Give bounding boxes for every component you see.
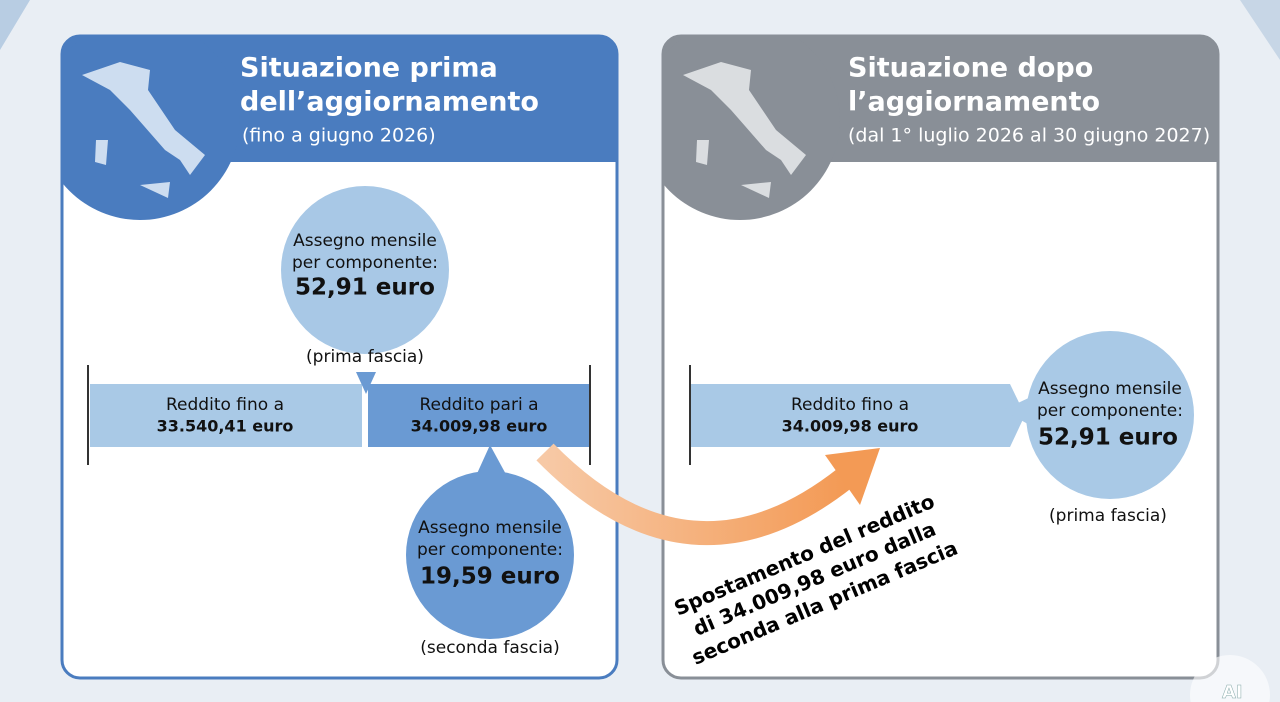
- label: 34.009,98 euro: [782, 417, 919, 436]
- title: Situazione dopo: [848, 53, 1093, 84]
- panel-border: [60, 34, 619, 680]
- label: Reddito fino a: [791, 395, 909, 415]
- panel-border: [661, 34, 1220, 680]
- badge: [1190, 655, 1270, 702]
- amount: 52,91 euro: [295, 275, 435, 301]
- label: 33.540,41 euro: [157, 417, 294, 436]
- band: (prima fascia): [1049, 506, 1167, 526]
- map: [683, 62, 806, 198]
- decor: [0, 0, 30, 50]
- pointer: [475, 445, 508, 478]
- band: (seconda fascia): [420, 638, 559, 658]
- subtitle: (dal 1° luglio 2026 al 30 giugno 2027): [848, 125, 1210, 147]
- label: per componente:: [417, 540, 563, 560]
- amount: 19,59 euro: [420, 564, 560, 590]
- label: Assegno mensile: [418, 518, 562, 538]
- title: l’aggiornamento: [848, 87, 1100, 118]
- bar: [368, 384, 589, 447]
- band: (prima fascia): [306, 347, 424, 367]
- label: Assegno mensile: [1038, 379, 1182, 399]
- circle: [406, 471, 574, 639]
- watermark: AI: [1222, 682, 1243, 702]
- label: per componente:: [1037, 401, 1183, 421]
- bar: [90, 384, 362, 447]
- pointer: [356, 372, 376, 394]
- decor: [1240, 0, 1280, 60]
- label: per componente:: [292, 253, 438, 273]
- title: dell’aggiornamento: [240, 87, 539, 118]
- arrow-head: [825, 448, 880, 505]
- circle: [1026, 331, 1194, 499]
- label: 34.009,98 euro: [411, 417, 548, 436]
- amount: 52,91 euro: [1038, 425, 1178, 451]
- circle: [281, 186, 449, 354]
- label: Reddito fino a: [166, 395, 284, 415]
- map: [82, 62, 205, 198]
- title: Situazione prima: [240, 53, 498, 84]
- left-panel: [62, 36, 617, 678]
- label: Assegno mensile: [293, 231, 437, 251]
- label: Reddito pari a: [419, 395, 538, 415]
- bar: [691, 384, 1025, 447]
- arrow: [536, 443, 853, 546]
- subtitle: (fino a giugno 2026): [242, 125, 436, 147]
